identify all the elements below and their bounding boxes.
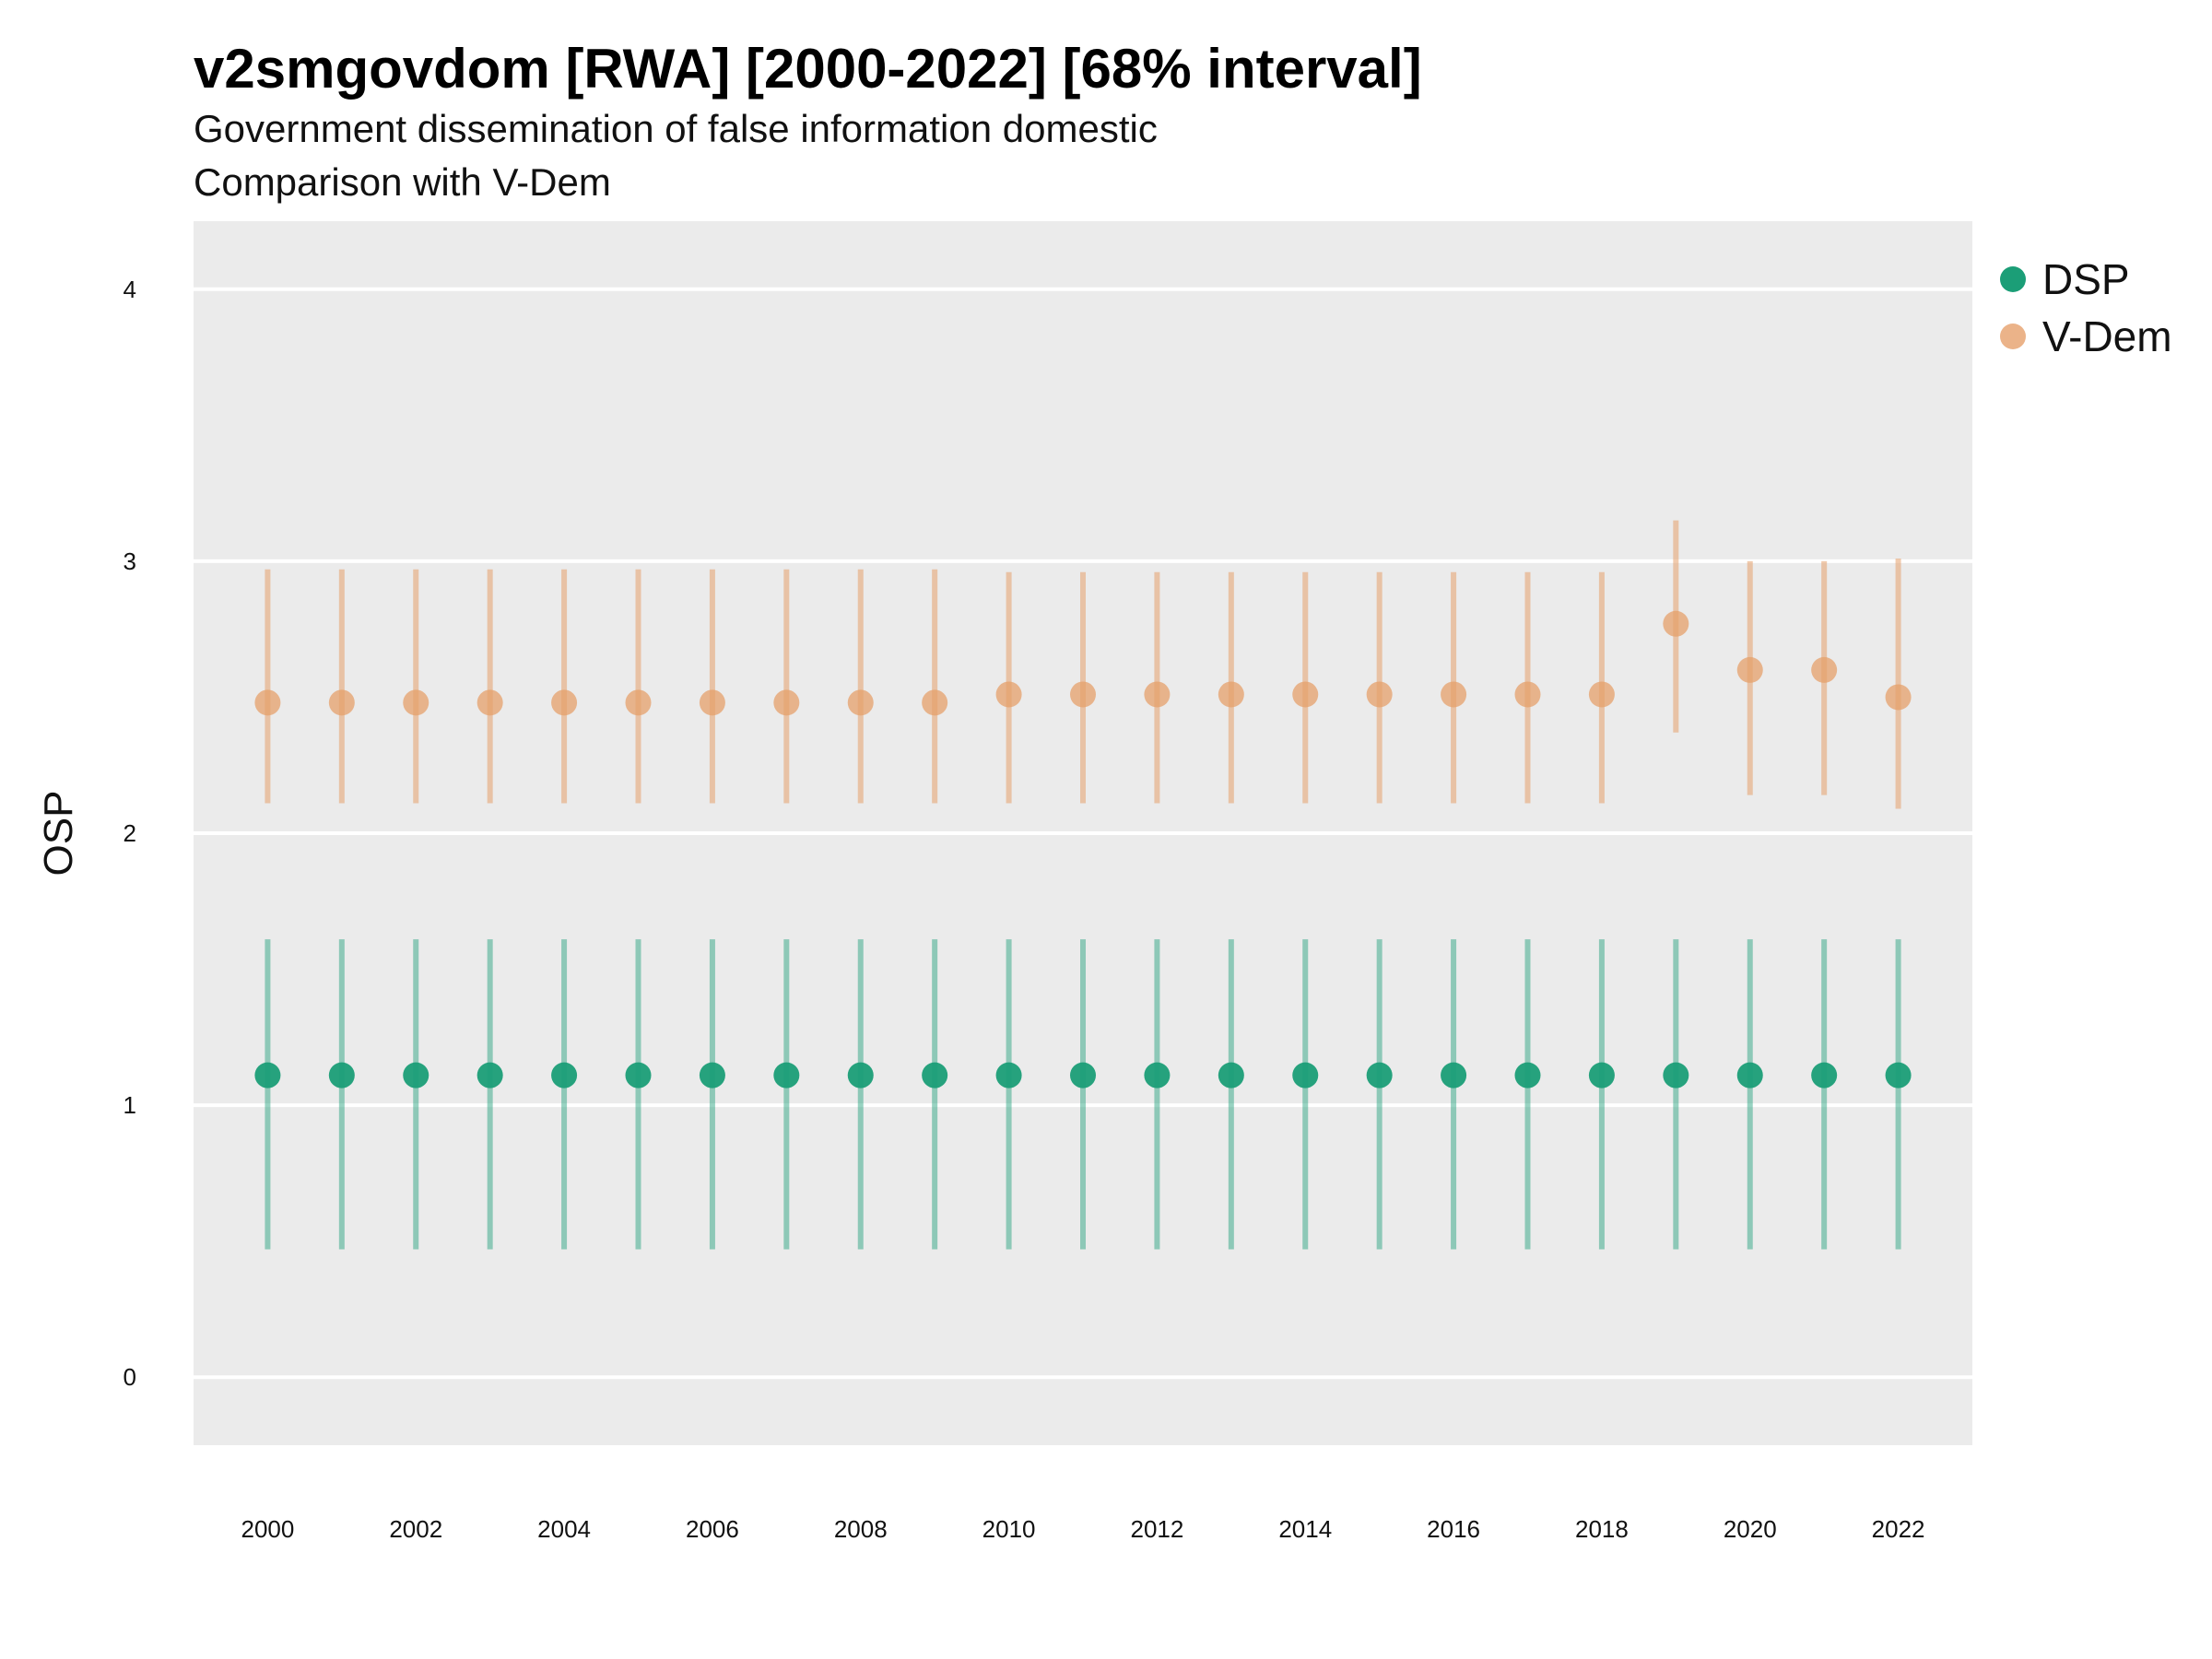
v-dem-point-2001 bbox=[328, 689, 355, 716]
x-tick-label: 2014 bbox=[1278, 1515, 1332, 1543]
legend-label-dsp: DSP bbox=[2042, 255, 2130, 303]
v-dem-point-2009 bbox=[922, 689, 948, 716]
y-tick-label: 1 bbox=[124, 1091, 136, 1119]
data-points bbox=[254, 610, 1912, 1088]
legend-item-dsp: DSP bbox=[2000, 251, 2172, 308]
x-tick-label: 2018 bbox=[1575, 1515, 1629, 1543]
dsp-point-2007 bbox=[773, 1062, 800, 1088]
dsp-point-2019 bbox=[1663, 1062, 1689, 1088]
y-tick-label: 2 bbox=[124, 819, 136, 847]
y-tick-label: 3 bbox=[124, 547, 136, 575]
v-dem-point-2010 bbox=[995, 681, 1022, 708]
x-tick-label: 2010 bbox=[982, 1515, 1036, 1543]
legend: DSP V-Dem bbox=[2000, 251, 2172, 365]
v-dem-point-2007 bbox=[773, 689, 800, 716]
chart-subtitle-comparison: Comparison with V-Dem bbox=[194, 160, 611, 204]
gridlines bbox=[194, 287, 1972, 1380]
dsp-point-2002 bbox=[403, 1062, 429, 1088]
v-dem-point-2020 bbox=[1736, 656, 1763, 683]
v-dem-point-2016 bbox=[1441, 681, 1467, 708]
dsp-point-2003 bbox=[477, 1062, 503, 1088]
x-tick-label: 2008 bbox=[834, 1515, 888, 1543]
x-tick-label: 2016 bbox=[1427, 1515, 1480, 1543]
v-dem-point-2005 bbox=[625, 689, 652, 716]
dsp-point-2006 bbox=[699, 1062, 725, 1088]
dsp-point-2001 bbox=[328, 1062, 355, 1088]
v-dem-point-2004 bbox=[551, 689, 578, 716]
dsp-point-2018 bbox=[1588, 1062, 1615, 1088]
v-dem-point-2021 bbox=[1811, 656, 1838, 683]
v-dem-point-2015 bbox=[1366, 681, 1393, 708]
y-tick-label: 4 bbox=[124, 276, 136, 303]
x-tick-label: 2006 bbox=[686, 1515, 739, 1543]
dsp-point-2009 bbox=[922, 1062, 948, 1088]
legend-swatch-dsp bbox=[2000, 266, 2026, 292]
v-dem-point-2011 bbox=[1070, 681, 1096, 708]
dsp-point-2008 bbox=[847, 1062, 874, 1088]
v-dem-point-2012 bbox=[1144, 681, 1171, 708]
v-dem-point-2014 bbox=[1292, 681, 1319, 708]
v-dem-point-2019 bbox=[1663, 610, 1689, 637]
v-dem-point-2013 bbox=[1218, 681, 1244, 708]
dsp-point-2014 bbox=[1292, 1062, 1319, 1088]
y-tick-label: 0 bbox=[124, 1363, 136, 1391]
v-dem-point-2003 bbox=[477, 689, 503, 716]
x-tick-label: 2022 bbox=[1872, 1515, 1925, 1543]
dsp-point-2005 bbox=[625, 1062, 652, 1088]
y-axis-label: OSP bbox=[36, 791, 81, 877]
v-dem-point-2000 bbox=[254, 689, 281, 716]
dsp-point-2022 bbox=[1885, 1062, 1912, 1088]
chart-title: v2smgovdom [RWA] [2000-2022] [68% interv… bbox=[194, 38, 1422, 100]
dsp-point-2015 bbox=[1366, 1062, 1393, 1088]
legend-swatch-vdem bbox=[2000, 324, 2026, 349]
legend-label-vdem: V-Dem bbox=[2042, 312, 2172, 360]
dsp-point-2020 bbox=[1736, 1062, 1763, 1088]
legend-item-vdem: V-Dem bbox=[2000, 308, 2172, 365]
y-axis-ticks: 0 1 2 3 4 bbox=[124, 276, 136, 1391]
dsp-point-2011 bbox=[1070, 1062, 1096, 1088]
dsp-point-2021 bbox=[1811, 1062, 1838, 1088]
v-dem-point-2018 bbox=[1588, 681, 1615, 708]
dsp-point-2016 bbox=[1441, 1062, 1467, 1088]
chart-subtitle: Government dissemination of false inform… bbox=[194, 107, 1158, 150]
dsp-point-2004 bbox=[551, 1062, 578, 1088]
dsp-point-2012 bbox=[1144, 1062, 1171, 1088]
dsp-point-2017 bbox=[1514, 1062, 1541, 1088]
dsp-point-2010 bbox=[995, 1062, 1022, 1088]
v-dem-point-2008 bbox=[847, 689, 874, 716]
v-dem-point-2022 bbox=[1885, 684, 1912, 711]
x-tick-label: 2000 bbox=[241, 1515, 294, 1543]
x-axis-ticks: 2000 2002 2004 2006 2008 2010 2012 2014 2016 2018… bbox=[241, 1515, 1924, 1543]
x-tick-label: 2020 bbox=[1724, 1515, 1777, 1543]
dsp-point-2000 bbox=[254, 1062, 281, 1088]
x-tick-label: 2004 bbox=[537, 1515, 591, 1543]
v-dem-point-2017 bbox=[1514, 681, 1541, 708]
dsp-point-2013 bbox=[1218, 1062, 1244, 1088]
v-dem-point-2006 bbox=[699, 689, 725, 716]
x-tick-label: 2002 bbox=[389, 1515, 442, 1543]
x-tick-label: 2012 bbox=[1130, 1515, 1183, 1543]
v-dem-point-2002 bbox=[403, 689, 429, 716]
